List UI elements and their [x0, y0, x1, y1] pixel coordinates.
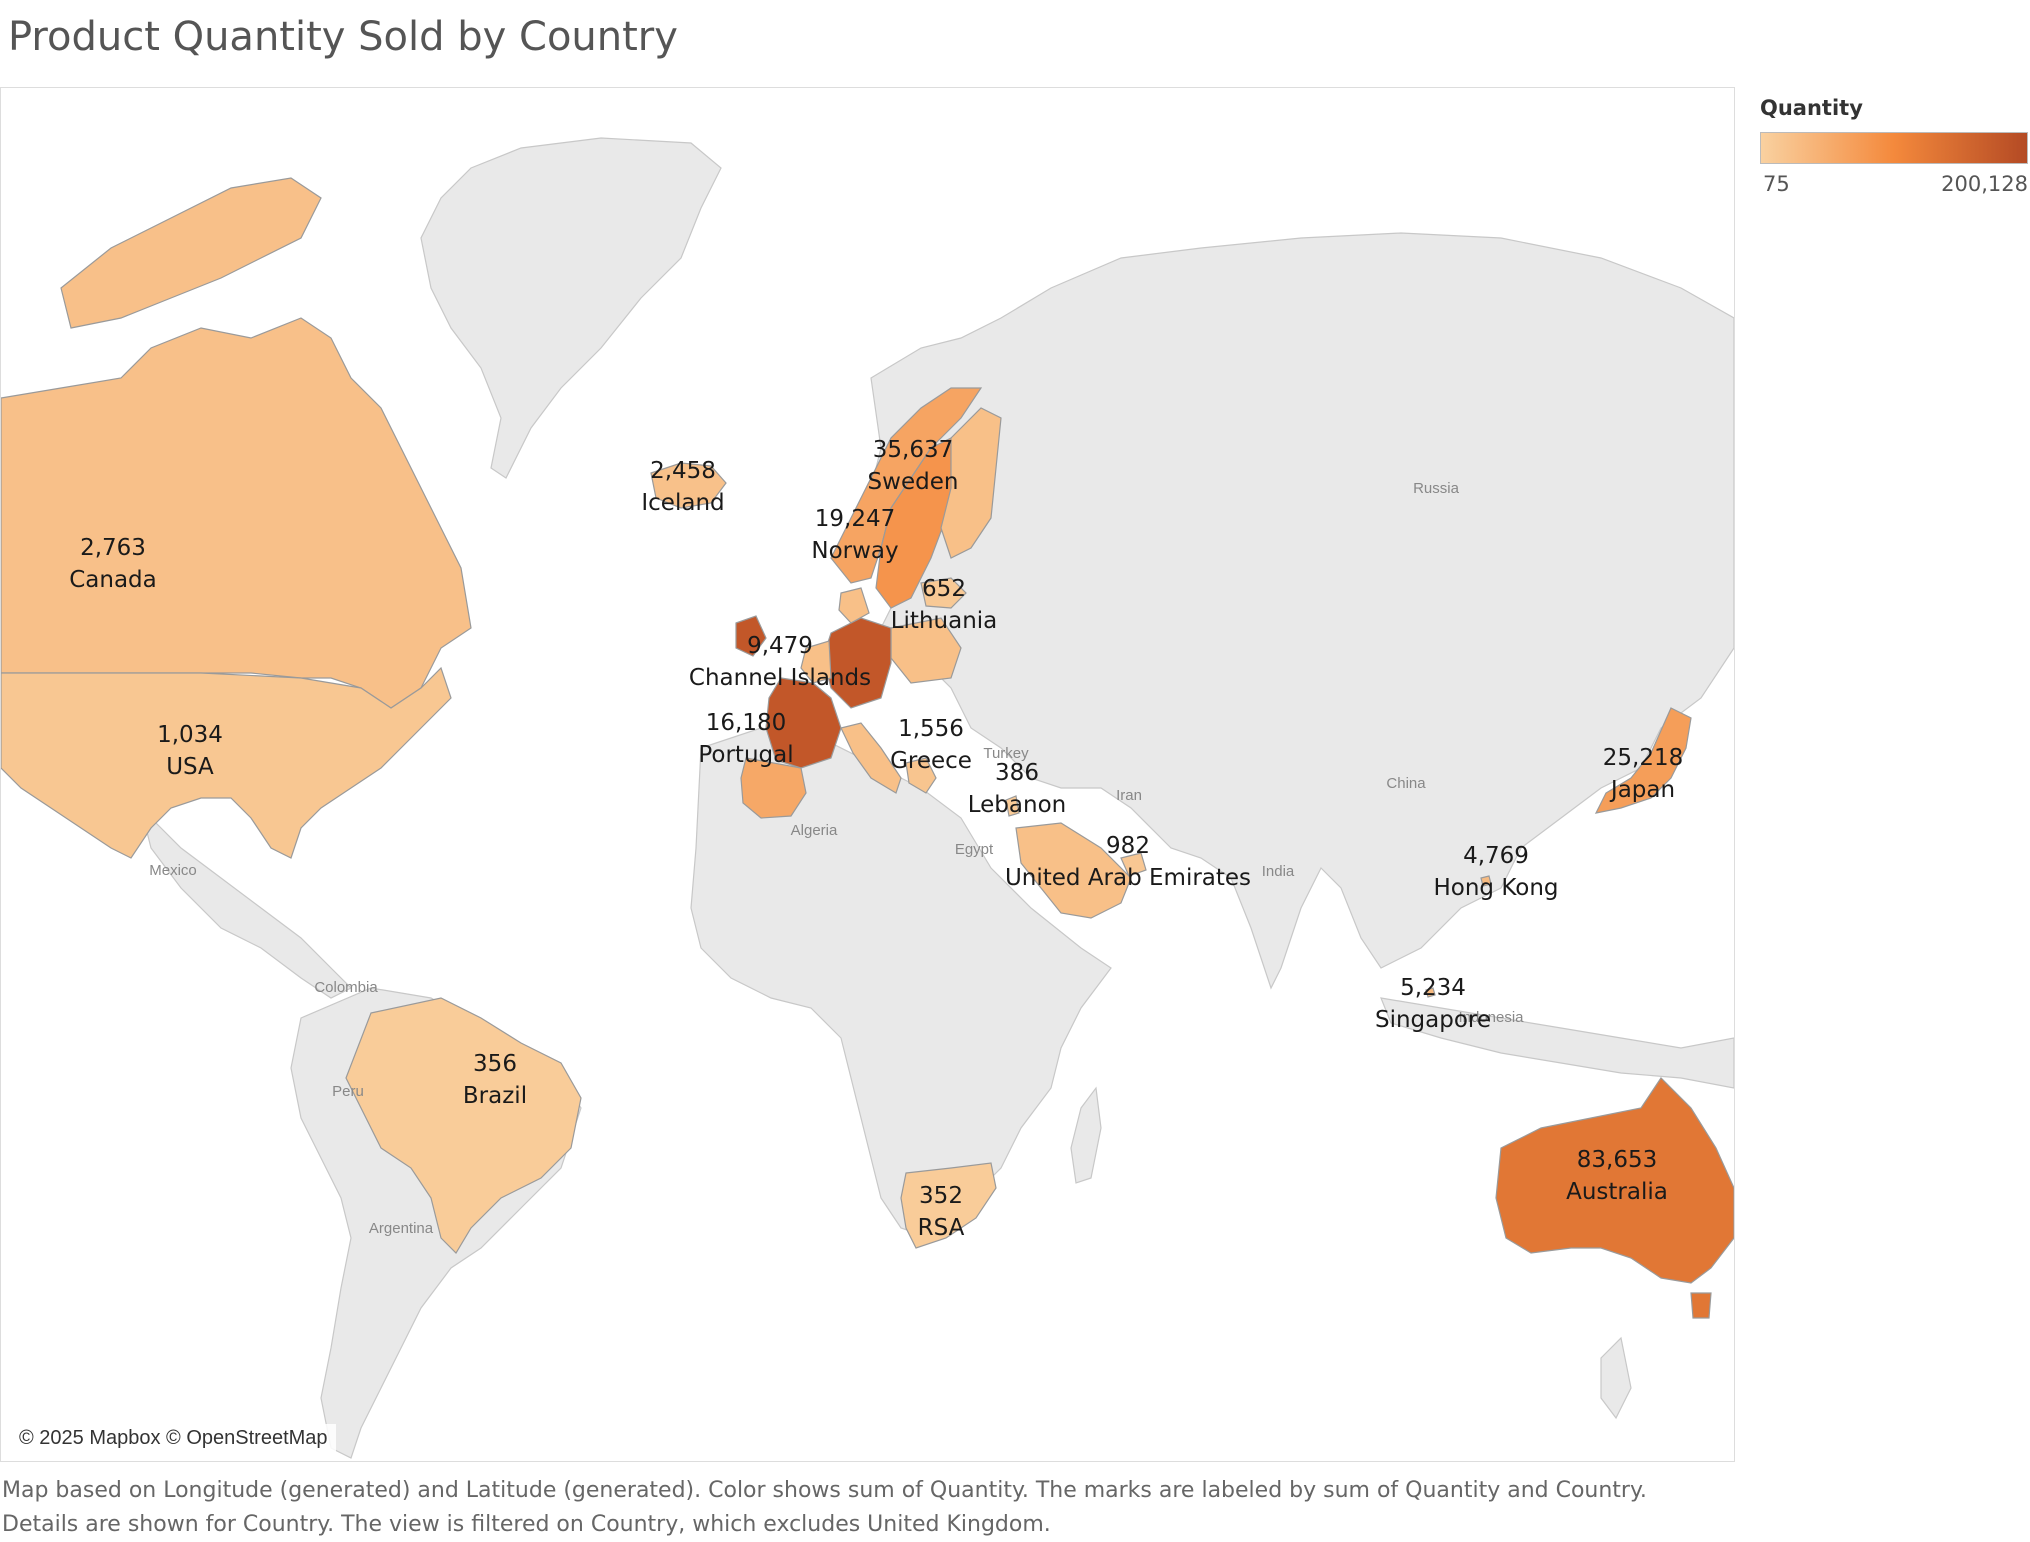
legend-min-label: 75	[1763, 172, 1790, 196]
mark-name-singapore: Singapore	[1375, 1007, 1491, 1033]
country-shape-spain-portugal	[740, 757, 807, 819]
mark-name-channel-islands: Channel Islands	[689, 665, 871, 691]
mark-name-australia: Australia	[1566, 1179, 1668, 1205]
basemap-label-indonesia: Indonesia	[1458, 1009, 1524, 1026]
country-shape-lithuania	[920, 577, 967, 609]
mark-name-hong-kong: Hong Kong	[1433, 875, 1558, 901]
basemap-label-argentina: Argentina	[369, 1220, 434, 1237]
mark-value-usa: 1,034	[157, 722, 223, 748]
mark-value-uae: 982	[1106, 833, 1150, 859]
country-shape-singapore	[1425, 987, 1436, 998]
mark-value-lebanon: 386	[995, 760, 1039, 786]
mark-name-uae: United Arab Emirates	[1005, 865, 1251, 891]
central-america-land	[139, 806, 353, 999]
mark-value-iceland: 2,458	[650, 458, 716, 484]
country-shape-lebanon	[1005, 795, 1020, 817]
basemap-label-egypt: Egypt	[955, 841, 994, 858]
basemap-label-iran: Iran	[1116, 787, 1142, 804]
caption-line-1: Map based on Longitude (generated) and L…	[2, 1478, 1647, 1503]
mark-name-sweden: Sweden	[868, 469, 959, 495]
basemap-label-russia: Russia	[1413, 480, 1460, 497]
mark-name-lebanon: Lebanon	[968, 792, 1066, 818]
country-shape-uae	[1120, 852, 1147, 877]
basemap-label-mexico: Mexico	[149, 862, 197, 879]
mark-name-canada: Canada	[69, 567, 157, 593]
mark-value-sweden: 35,637	[873, 437, 953, 463]
country-shape-australia	[1495, 1077, 1734, 1284]
map-caption: Map based on Longitude (generated) and L…	[2, 1474, 2022, 1542]
mark-name-lithuania: Lithuania	[891, 608, 998, 634]
indonesia-land	[1380, 997, 1734, 1089]
country-shape-iceland	[650, 462, 727, 509]
country-shape-japan	[1594, 707, 1692, 814]
country-shape-ireland	[735, 615, 767, 657]
legend-max-label: 200,128	[1941, 172, 2028, 196]
country-shape-tasmania	[1690, 1292, 1712, 1319]
mark-value-hong-kong: 4,769	[1463, 843, 1529, 869]
basemap-label-colombia: Colombia	[314, 979, 378, 996]
mark-name-usa: USA	[166, 754, 214, 780]
mark-name-greece: Greece	[890, 748, 972, 774]
mark-value-canada: 2,763	[80, 535, 146, 561]
country-shape-finland	[940, 407, 1002, 559]
mark-value-lithuania: 652	[922, 576, 966, 602]
country-mark-labels: 2,763 Canada 1,034 USA 2,458 Iceland 35,…	[69, 437, 1683, 1241]
chart-title: Product Quantity Sold by Country	[8, 14, 678, 60]
country-shape-canada-islands	[60, 177, 322, 329]
mark-value-norway: 19,247	[815, 506, 895, 532]
mark-value-singapore: 5,234	[1400, 975, 1466, 1001]
mark-value-rsa: 352	[919, 1183, 963, 1209]
country-shape-italy	[840, 722, 902, 794]
caption-line-2: Details are shown for Country. The view …	[2, 1512, 1051, 1537]
basemap-labels: Russia China India Iran Turkey Egypt Alg…	[149, 480, 1524, 1237]
basemap-land	[139, 137, 1734, 1459]
country-shape-greece	[905, 757, 937, 794]
mark-value-brazil: 356	[473, 1051, 517, 1077]
country-shape-saudi-arabia	[1015, 822, 1132, 919]
country-shape-rsa	[900, 1162, 997, 1249]
mark-name-iceland: Iceland	[641, 490, 724, 516]
map-view[interactable]: Russia China India Iran Turkey Egypt Alg…	[0, 87, 1735, 1462]
greenland	[420, 137, 722, 479]
country-shape-denmark	[838, 587, 870, 624]
basemap-label-china: China	[1386, 775, 1426, 792]
world-map[interactable]: Russia China India Iran Turkey Egypt Alg…	[1, 88, 1734, 1461]
mark-name-rsa: RSA	[918, 1215, 965, 1241]
mark-name-brazil: Brazil	[463, 1083, 527, 1109]
color-legend[interactable]: Quantity 75 200,128	[1760, 96, 2028, 196]
mark-value-portugal: 16,180	[706, 710, 786, 736]
madagascar	[1070, 1086, 1102, 1184]
basemap-label-algeria: Algeria	[791, 822, 838, 839]
mark-value-japan: 25,218	[1603, 745, 1683, 771]
country-shape-france	[765, 677, 842, 769]
mark-value-australia: 83,653	[1577, 1147, 1657, 1173]
map-attribution[interactable]: © 2025 Mapbox © OpenStreetMap	[11, 1424, 336, 1453]
basemap-label-turkey: Turkey	[983, 745, 1029, 762]
mark-value-channel-islands: 9,479	[747, 633, 813, 659]
country-shape-canada	[1, 317, 472, 709]
mark-name-japan: Japan	[1609, 777, 1675, 803]
country-shape-usa	[1, 666, 452, 859]
country-shape-germany	[822, 617, 892, 709]
basemap-label-peru: Peru	[332, 1083, 364, 1100]
country-shape-brazil	[345, 997, 582, 1254]
legend-color-ramp	[1760, 132, 2028, 164]
country-shape-hong-kong	[1480, 875, 1492, 887]
mark-name-norway: Norway	[811, 538, 898, 564]
country-shape-netherlands-belgium	[800, 640, 832, 684]
legend-title: Quantity	[1760, 96, 1863, 120]
mark-value-greece: 1,556	[898, 716, 964, 742]
basemap-label-india: India	[1262, 863, 1295, 880]
new-zealand	[1600, 1336, 1632, 1420]
country-shapes[interactable]	[1, 177, 1734, 1319]
mark-name-portugal: Portugal	[698, 742, 793, 768]
